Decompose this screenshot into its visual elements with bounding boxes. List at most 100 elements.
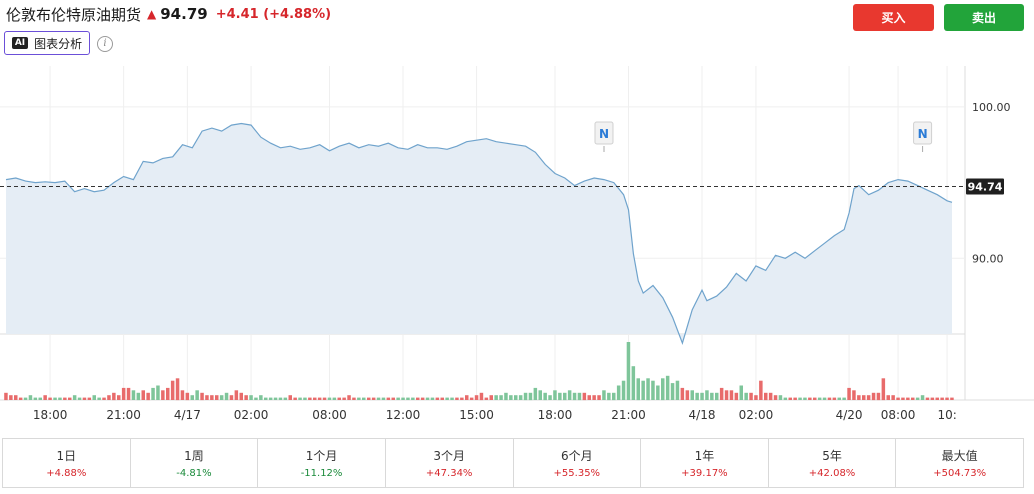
volume-bar-64: [317, 397, 322, 400]
ai-chart-analysis-button[interactable]: AI 图表分析: [4, 31, 90, 55]
y-tick-label: 100.00: [972, 101, 1011, 114]
period-change: +42.08%: [808, 468, 856, 479]
volume-bar-121: [597, 395, 601, 400]
volume-bar-0: [4, 392, 8, 401]
volume-bar-53: [264, 397, 268, 400]
x-tick-label: 18:00: [538, 408, 573, 422]
volume-bar-149: [734, 392, 739, 401]
volume-bar-108: [533, 387, 538, 400]
period-tab-1[interactable]: 1周 -4.81%: [131, 439, 259, 487]
volume-bar-19: [97, 397, 101, 400]
period-tab-6[interactable]: 5年 +42.08%: [769, 439, 897, 487]
volume-bar-161: [793, 397, 797, 400]
news-marker-1[interactable]: N: [913, 121, 933, 152]
buy-button[interactable]: 买入: [853, 4, 934, 31]
x-tick-label: 4/17: [174, 408, 201, 422]
volume-bar-159: [783, 397, 788, 400]
period-tab-3[interactable]: 3个月 +47.34%: [386, 439, 514, 487]
volume-bar-61: [303, 397, 307, 400]
volume-bar-136: [670, 383, 675, 400]
current-price-label: 94.74: [968, 181, 1003, 194]
volume-bar-75: [371, 397, 376, 400]
volume-bar-17: [87, 397, 92, 400]
x-tick-label: 02:00: [739, 408, 774, 422]
volume-bar-26: [131, 390, 136, 400]
sell-button[interactable]: 卖出: [944, 4, 1024, 31]
volume-bar-186: [915, 397, 920, 400]
volume-bar-63: [313, 397, 317, 400]
volume-bar-171: [842, 397, 846, 400]
volume-bar-142: [700, 392, 704, 401]
volume-bar-175: [862, 395, 866, 400]
volume-bar-188: [925, 397, 930, 400]
volume-bar-100: [494, 395, 498, 400]
price-chart[interactable]: 94.74 100.00 90.00 18:00 21:00 4/17 02:00 08:00…: [0, 66, 1034, 436]
volume-bar-41: [205, 395, 209, 400]
volume-bar-93: [460, 397, 464, 400]
volume-bar-70: [347, 395, 351, 400]
period-tab-4[interactable]: 6个月 +55.35%: [514, 439, 642, 487]
period-label: 1日: [56, 449, 77, 463]
news-marker-0[interactable]: N: [594, 121, 614, 152]
volume-bar-144: [710, 392, 714, 401]
volume-bar-180: [886, 395, 890, 400]
volume-bar-87: [430, 397, 435, 400]
volume-bar-133: [656, 385, 660, 400]
volume-bar-31: [156, 385, 160, 400]
volume-bar-145: [715, 392, 719, 401]
x-tick-label: 21:00: [611, 408, 646, 422]
news-marker-label: N: [918, 127, 928, 141]
period-tab-0[interactable]: 1日 +4.88%: [3, 439, 131, 487]
volume-bar-126: [621, 380, 626, 400]
volume-bar-82: [406, 397, 410, 400]
volume-bar-43: [215, 395, 219, 400]
volume-bar-191: [940, 397, 944, 400]
volume-bar-104: [514, 395, 518, 400]
volume-bar-66: [327, 397, 332, 400]
volume-bar-23: [117, 395, 121, 400]
volume-bar-125: [616, 385, 621, 400]
volume-bar-56: [278, 397, 283, 400]
volume-bar-94: [465, 395, 469, 400]
volume-bar-154: [759, 380, 763, 400]
info-icon[interactable]: i: [97, 36, 113, 52]
volume-bar-166: [817, 397, 822, 400]
period-change: +47.34%: [425, 468, 473, 479]
volume-bar-160: [788, 397, 792, 400]
volume-bar-29: [146, 392, 150, 401]
volume-bar-57: [283, 397, 288, 400]
volume-bar-162: [798, 397, 802, 400]
volume-bar-155: [764, 392, 768, 401]
volume-bar-28: [141, 390, 145, 400]
volume-bar-78: [386, 397, 391, 400]
volume-bar-45: [224, 392, 229, 401]
volume-bar-179: [881, 378, 886, 401]
volume-bar-62: [308, 397, 312, 400]
x-tick-label: 15:00: [459, 408, 494, 422]
period-tab-2[interactable]: 1个月 -11.12%: [258, 439, 386, 487]
price-line: [5, 122, 953, 345]
x-tick-label: 12:00: [386, 408, 421, 422]
volume-bar-135: [665, 375, 670, 400]
x-tick-label: 08:00: [881, 408, 916, 422]
volume-bar-131: [646, 378, 650, 401]
volume-bar-181: [891, 395, 895, 400]
volume-bar-85: [420, 397, 425, 400]
volume-bar-137: [675, 380, 680, 400]
period-label: 5年: [822, 449, 842, 463]
volume-bar-47: [234, 390, 239, 400]
volume-bar-36: [180, 390, 185, 400]
volume-bar-114: [563, 392, 567, 401]
period-change: +504.73%: [933, 468, 987, 479]
volume-bar-138: [680, 387, 685, 400]
volume-bar-5: [28, 395, 33, 400]
volume-bar-112: [553, 390, 557, 400]
period-tab-7[interactable]: 最大值 +504.73%: [896, 439, 1023, 487]
period-tab-5[interactable]: 1年 +39.17%: [641, 439, 769, 487]
volume-bar-13: [68, 397, 72, 400]
volume-bar-71: [352, 397, 356, 400]
volume-bar-163: [803, 397, 807, 400]
volume-bar-24: [121, 387, 126, 400]
x-tick-label: 10:: [937, 408, 956, 422]
volume-bar-115: [567, 390, 572, 400]
